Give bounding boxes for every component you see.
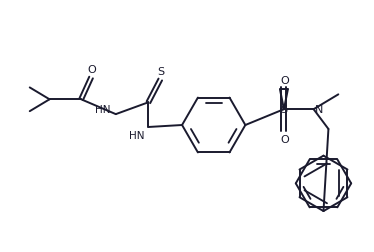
- Text: O: O: [280, 134, 289, 144]
- Text: S: S: [158, 66, 165, 76]
- Text: S: S: [280, 105, 288, 115]
- Text: HN: HN: [129, 130, 144, 140]
- Text: N: N: [315, 105, 324, 115]
- Text: O: O: [280, 75, 289, 85]
- Text: O: O: [88, 64, 96, 74]
- Text: HN: HN: [95, 105, 111, 115]
